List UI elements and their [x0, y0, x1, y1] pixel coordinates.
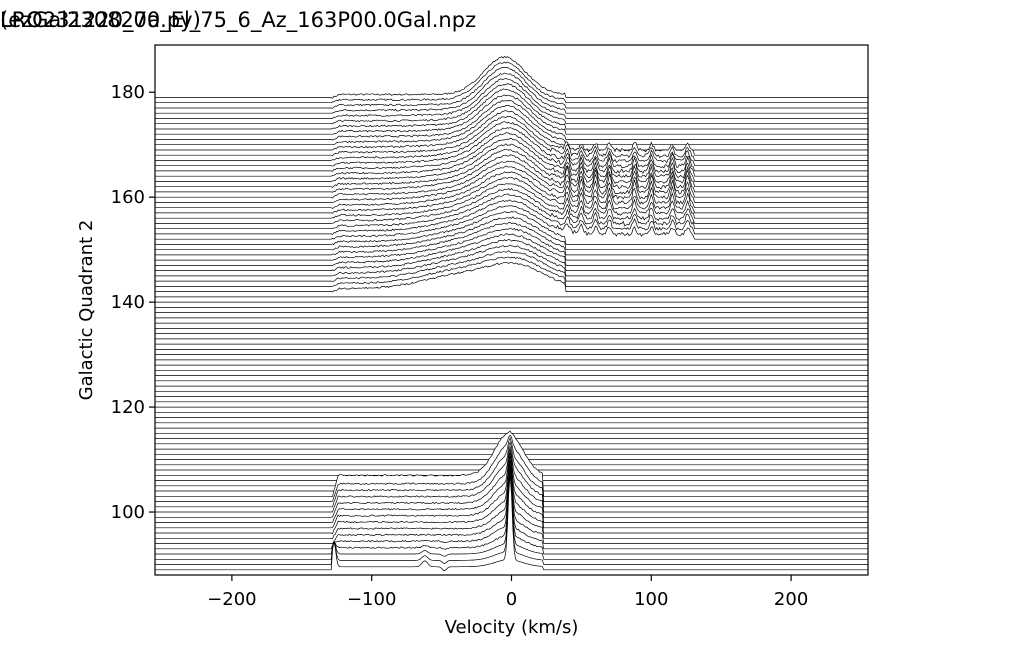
trace-line — [155, 154, 868, 193]
trace-line — [155, 176, 868, 214]
x-tick-label: −200 — [207, 589, 256, 610]
trace-line — [155, 83, 868, 125]
trace-line — [155, 55, 868, 99]
trace-line — [155, 475, 868, 572]
y-axis: 100 120 140 160 180 — [111, 82, 155, 523]
trace-line — [155, 110, 868, 151]
x-tick-label: 200 — [774, 589, 808, 610]
trace-line — [155, 104, 868, 146]
trace-line — [155, 66, 868, 109]
trace-line — [155, 466, 868, 555]
trace-line — [155, 88, 868, 130]
trace-line — [155, 449, 868, 523]
trace-line — [155, 165, 868, 203]
trace-line — [155, 440, 868, 513]
trace-line — [155, 187, 868, 224]
title-script: (ezGal230827a.py) — [0, 8, 201, 32]
trace-line — [155, 221, 868, 256]
trace-line — [155, 127, 868, 167]
trace-line — [155, 72, 868, 114]
trace-line — [155, 138, 868, 177]
trace-line — [155, 160, 868, 199]
x-axis: −200 −100 0 100 200 — [207, 575, 808, 610]
trace-line — [155, 115, 868, 157]
trace-group — [155, 55, 868, 576]
trace-line — [155, 465, 868, 550]
trace-line — [155, 94, 868, 135]
trace-line — [155, 452, 868, 529]
trace-line — [155, 430, 868, 497]
title-filename: LRO231220_00_El_75_6_Az_163P00.0Gal.npz — [0, 8, 477, 32]
trace-line — [155, 77, 868, 119]
trace-line — [155, 100, 868, 141]
trace-line — [155, 227, 868, 261]
trace-line — [155, 256, 868, 287]
trace-line — [155, 199, 868, 235]
trace-line — [155, 121, 868, 161]
trace-line — [155, 461, 868, 544]
y-tick-label: 160 — [111, 187, 145, 208]
trace-line — [155, 244, 868, 277]
trace-line — [155, 250, 868, 282]
trace-line — [155, 193, 868, 230]
trace-line — [155, 261, 868, 293]
trace-line — [155, 455, 868, 535]
x-tick-label: −100 — [347, 589, 396, 610]
trace-line — [155, 434, 868, 502]
trace-line — [155, 132, 868, 172]
x-tick-label: 0 — [506, 589, 517, 610]
x-axis-label: Velocity (km/s) — [445, 617, 579, 638]
x-tick-label: 100 — [634, 589, 668, 610]
y-axis-label: Galactic Quadrant 2 — [76, 220, 97, 401]
y-tick-label: 120 — [111, 397, 145, 418]
trace-line — [155, 61, 868, 104]
trace-line — [155, 148, 868, 188]
trace-line — [155, 239, 868, 272]
trace-fill — [155, 262, 868, 292]
trace-line — [155, 446, 868, 518]
trace-line — [155, 233, 868, 266]
trace-line — [155, 143, 868, 182]
trace-line — [155, 216, 868, 251]
trace-line — [155, 210, 868, 246]
y-tick-label: 140 — [111, 292, 145, 313]
title-observatory: LRO — [0, 8, 43, 32]
y-tick-label: 180 — [111, 82, 145, 103]
trace-line — [155, 171, 868, 209]
y-tick-label: 100 — [111, 502, 145, 523]
trace-line — [155, 459, 868, 540]
trace-line — [155, 205, 868, 240]
trace-line — [155, 436, 868, 508]
trace-line — [155, 183, 868, 219]
